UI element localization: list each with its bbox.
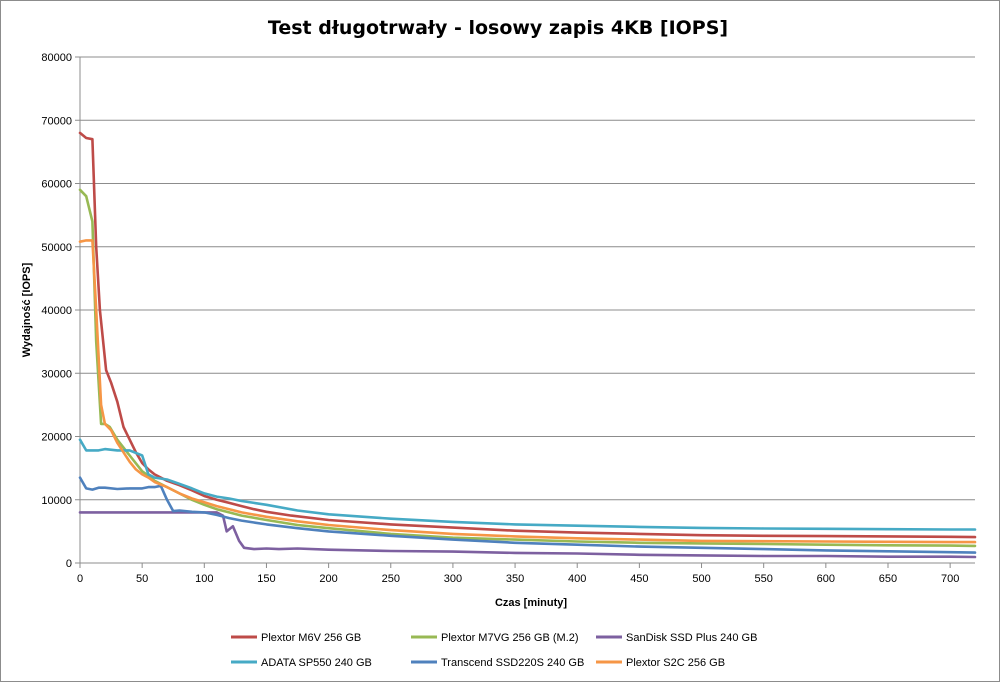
y-tick-label: 70000 [41, 115, 72, 127]
series-layer [78, 131, 977, 559]
x-tick-label: 500 [692, 573, 710, 585]
x-tick-label: 600 [817, 573, 835, 585]
x-tick-label: 200 [319, 573, 337, 585]
y-tick-label: 60000 [41, 179, 72, 191]
x-tick-label: 100 [195, 573, 213, 585]
x-tick-label: 400 [568, 573, 586, 585]
x-tick-label: 250 [382, 573, 400, 585]
series-line-2 [78, 188, 977, 548]
x-tick-label: 0 [77, 573, 83, 585]
series-line-1 [78, 131, 977, 539]
x-tick-label: 700 [941, 573, 959, 585]
x-tick-label: 650 [879, 573, 897, 585]
chart-title: Test długotrwały - losowy zapis 4KB [IOP… [268, 17, 728, 39]
legend-label: Plextor M7VG 256 GB (M.2) [441, 632, 579, 644]
x-tick-label: 300 [444, 573, 462, 585]
y-tick-label: 40000 [41, 305, 72, 317]
x-tick-label: 550 [755, 573, 773, 585]
y-axis-ticks: 0 10000 20000 30000 40000 50000 60000 70000 8000… [41, 52, 80, 570]
y-tick-label: 50000 [41, 242, 72, 254]
legend-label: Plextor S2C 256 GB [626, 657, 725, 669]
gridlines [80, 56, 975, 501]
x-tick-label: 350 [506, 573, 524, 585]
x-axis-title: Czas [minuty] [495, 597, 567, 609]
legend-label: Plextor M6V 256 GB [261, 632, 361, 644]
legend-label: Transcend SSD220S 240 GB [441, 657, 584, 669]
x-tick-label: 150 [257, 573, 275, 585]
series-line-5 [78, 476, 977, 554]
y-tick-label: 10000 [41, 495, 72, 507]
legend-label: ADATA SP550 240 GB [261, 657, 372, 669]
y-tick-label: 30000 [41, 368, 72, 380]
x-axis-ticks: 0 50 100 150 200 250 300 350 400 450 500 550 600 650 7… [77, 563, 959, 585]
y-tick-label: 0 [66, 558, 72, 570]
y-tick-label: 80000 [41, 52, 72, 64]
series-line-6 [78, 239, 977, 544]
y-axis-title: Wydajność [IOPS] [21, 262, 33, 357]
legend-label: SanDisk SSD Plus 240 GB [626, 632, 757, 644]
series-line-4 [78, 438, 977, 531]
y-tick-label: 20000 [41, 432, 72, 444]
legend: Plextor M6V 256 GB Plextor M7VG 256 GB (M… [231, 632, 757, 669]
x-tick-label: 450 [630, 573, 648, 585]
x-tick-label: 50 [136, 573, 148, 585]
